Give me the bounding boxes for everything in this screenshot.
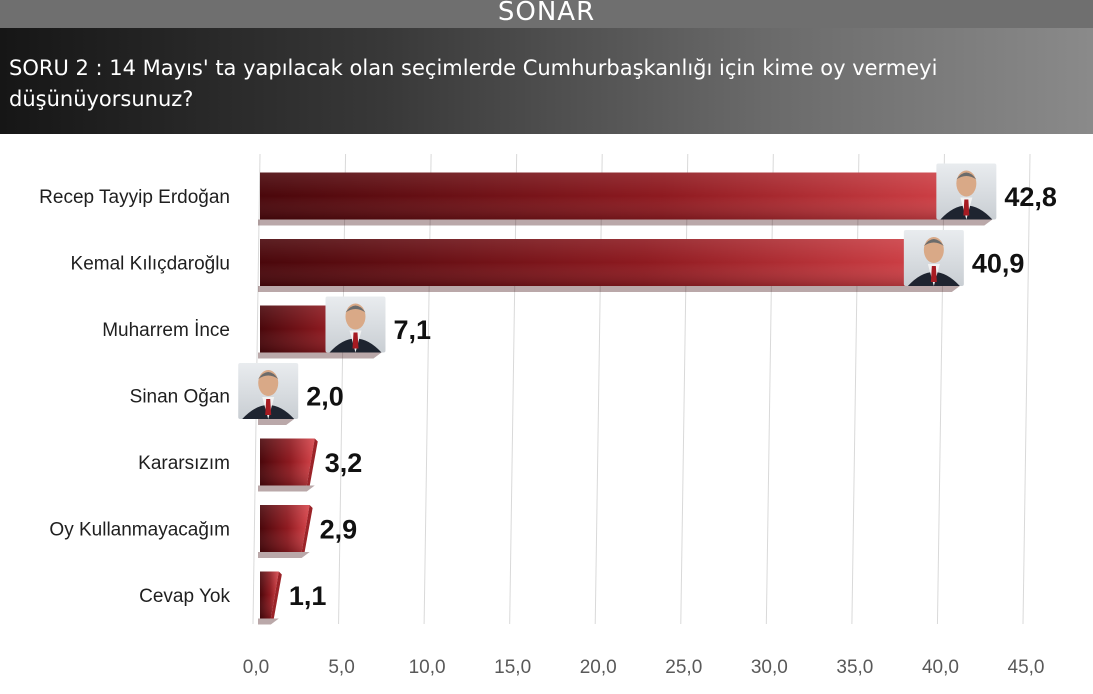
gridline (594, 153, 603, 625)
bar-chart: 0,0 5,0 10,0 15,0 20,0 25,0 30,0 35,0 40,0 45,0 Re… (0, 134, 1093, 694)
bar-shadow (258, 419, 295, 425)
value-label: 3,2 (325, 448, 363, 478)
x-tick-label: 15,0 (494, 657, 531, 678)
photo-hair (345, 305, 366, 313)
question-band: SORU 2 : 14 Mayıs' ta yapılacak olan seç… (0, 28, 1093, 134)
gridline (423, 153, 432, 625)
photo-tie (265, 399, 272, 415)
category-label: Sinan Oğan (130, 387, 230, 408)
bar-gloss (260, 172, 993, 220)
bar-shadow (258, 352, 382, 359)
chart-svg: 0,0 5,0 10,0 15,0 20,0 25,0 30,0 35,0 40,0 45,0 Re… (39, 153, 1057, 678)
candidate-photo-icon (325, 296, 386, 353)
bar-shadow (258, 485, 315, 492)
x-tick-label: 25,0 (665, 657, 702, 678)
x-tick-label: 30,0 (751, 657, 788, 678)
value-label: 2,9 (320, 515, 358, 545)
photo-tie (930, 266, 937, 282)
candidate-photo-icon (903, 230, 964, 286)
bar-cap (306, 438, 318, 486)
photo-head (923, 237, 944, 263)
photo-head (956, 170, 977, 197)
bar-cap (270, 571, 282, 619)
photo-tie (352, 332, 359, 349)
category-label: Kemal Kılıçdaroğlu (71, 254, 230, 275)
candidate-photo-icon (936, 163, 997, 220)
category-label: Recep Tayyip Erdoğan (39, 187, 230, 208)
x-tick-label: 35,0 (836, 657, 873, 678)
bar-shadow (258, 286, 960, 292)
value-label: 42,8 (1004, 182, 1057, 212)
category-label: Kararsızım (138, 453, 230, 474)
gridline (851, 153, 860, 625)
bar-shadow (258, 219, 993, 226)
bar-gloss (260, 505, 310, 552)
bar-gloss (260, 438, 315, 486)
brand-title: SONAR (497, 0, 596, 27)
photo-hair (258, 372, 279, 379)
bar-shadow (258, 552, 310, 558)
photo-head (258, 370, 279, 396)
x-tick-label: 20,0 (580, 657, 617, 678)
x-tick-label: 40,0 (922, 657, 959, 678)
photo-head (345, 303, 366, 330)
x-tick-label: 5,0 (328, 657, 354, 678)
value-label: 7,1 (393, 315, 431, 345)
x-tick-label: 45,0 (1008, 657, 1045, 678)
photo-hair (923, 239, 944, 246)
bar-cap (301, 505, 313, 552)
bar-gloss (260, 571, 279, 619)
value-label: 1,1 (289, 581, 327, 611)
candidate-photo-icon (238, 363, 299, 419)
category-label: Muharrem İnce (102, 320, 230, 341)
value-label: 40,9 (972, 249, 1025, 279)
value-label: 2,0 (306, 382, 344, 412)
category-label: Cevap Yok (139, 586, 230, 607)
category-label: Oy Kullanmayacağım (49, 520, 230, 541)
photo-hair (956, 172, 977, 180)
brand-band: SONAR (0, 0, 1093, 28)
gridline (765, 153, 774, 625)
gridline (680, 153, 689, 625)
bar-shadow (258, 618, 279, 625)
gridline (338, 153, 347, 625)
gridline (1022, 153, 1031, 625)
x-tick-label: 0,0 (243, 657, 269, 678)
gridline (509, 153, 518, 625)
photo-tie (963, 199, 970, 216)
x-tick-label: 10,0 (409, 657, 446, 678)
question-text: SORU 2 : 14 Mayıs' ta yapılacak olan seç… (9, 56, 938, 111)
bar-gloss (260, 239, 960, 286)
